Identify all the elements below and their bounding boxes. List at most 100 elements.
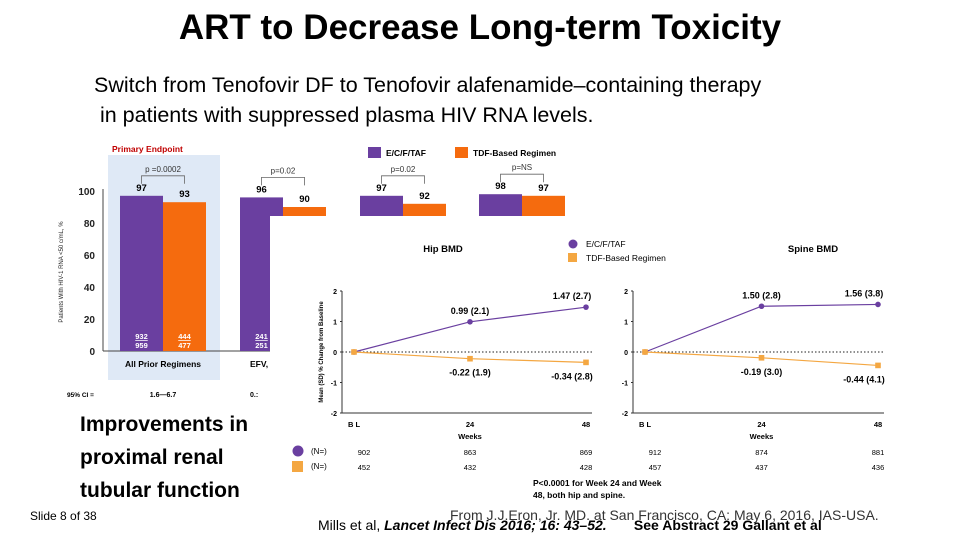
slide-title: ART to Decrease Long-term Toxicity <box>178 8 782 47</box>
bar-n-top-g1-s0: 241 <box>255 332 268 341</box>
bar-g3-s0 <box>479 194 522 216</box>
p-bracket-g1 <box>261 177 305 186</box>
hip-point-s0-1 <box>467 319 473 325</box>
p-bracket-g3 <box>500 173 544 183</box>
n-marker-tdf <box>292 461 303 472</box>
bar-g2-s1 <box>403 203 446 216</box>
spine-point-s0-1 <box>758 303 765 310</box>
spine-y-tick-0: 0 <box>624 350 628 357</box>
n-label-tdf: (N=) <box>311 462 327 471</box>
spine-x-label: Weeks <box>750 432 774 441</box>
spine-label-s1-2: -0.44 (4.1) <box>843 374 885 384</box>
improvements-line-2: proximal renal <box>80 446 224 469</box>
bar-value-g3-s1: 97 <box>538 183 549 194</box>
citation: Mills et al, Lancet Infect Dis 2016; 16:… <box>318 517 822 533</box>
hip-point-s0-2 <box>583 304 589 310</box>
legend-label-tdf: TDF-Based Regimen <box>473 148 556 158</box>
spine-y-tick-1: 1 <box>624 320 628 327</box>
improvements-line-3: tubular function <box>80 479 240 502</box>
hip-label-s1-2: -0.34 (2.8) <box>551 371 593 381</box>
bmd-legend-label-taf: E/C/F/TAF <box>586 239 626 249</box>
p-bracket-g2 <box>381 175 425 184</box>
spine-n-s0-2: 881 <box>872 448 885 457</box>
bar-group-label-g1: EFV, <box>250 359 268 369</box>
spine-n-s1-1: 437 <box>755 463 768 472</box>
spine-bmd-chart: Spine BMD -2 -1 0 1 2 B L 24 48 Weeks 1.50 (2.8) 1… <box>622 244 885 441</box>
hip-x-tick-0: B L <box>348 420 361 429</box>
citation-see-abstract: See Abstract 29 Gallant et al <box>633 517 822 533</box>
legend-label-taf: E/C/F/TAF <box>386 148 426 158</box>
spine-label-s0-1: 1.50 (2.8) <box>742 290 781 300</box>
bar-y-tick-40: 40 <box>84 283 96 294</box>
hip-y-tick-1: 1 <box>333 320 337 327</box>
ci-label: 95% CI = <box>67 392 94 399</box>
bar-legend: E/C/F/TAF TDF-Based Regimen <box>368 147 556 158</box>
hip-n-s1-2: 428 <box>580 463 593 472</box>
hip-title: Hip BMD <box>423 244 463 255</box>
bar-g3-s1 <box>522 195 565 216</box>
bar-n-bottom-g0-s0: 959 <box>135 341 148 350</box>
spine-y-tick-2: 2 <box>624 289 628 296</box>
bar-y-tick-80: 80 <box>84 219 96 230</box>
improvements-line-1: Improvements in <box>80 413 249 436</box>
p-value-g3: p=NS <box>512 163 532 172</box>
improvements-note: Improvements in proximal renal tubular f… <box>80 408 248 507</box>
spine-y-tick--1: -1 <box>622 381 628 388</box>
spine-label-s1-1: -0.19 (3.0) <box>741 367 783 377</box>
bar-g1-s1 <box>283 207 326 216</box>
bar-n-top-g0-s0: 932 <box>135 332 148 341</box>
p-value-g2: p=0.02 <box>391 165 416 174</box>
slide-subtitle: Switch from Tenofovir DF to Tenofovir al… <box>94 73 762 127</box>
spine-title: Spine BMD <box>788 244 838 255</box>
hip-y-tick-0: 0 <box>333 350 337 357</box>
spine-y-tick--2: -2 <box>622 411 628 418</box>
n-marker-taf <box>292 445 304 457</box>
spine-point-s1-1 <box>758 354 765 361</box>
hip-n-s0-1: 863 <box>464 448 477 457</box>
spine-n-s1-0: 457 <box>649 463 662 472</box>
bar-value-g0-s0: 97 <box>136 183 147 194</box>
bar-group-label-g0: All Prior Regimens <box>125 359 201 369</box>
hip-label-s1-1: -0.22 (1.9) <box>449 368 491 378</box>
spine-n-s0-1: 874 <box>755 448 768 457</box>
footnote-line-1: P<0.0001 for Week 24 and Week <box>533 478 662 488</box>
p-value-g1: p=0.02 <box>271 166 296 175</box>
bar-g0-s1 <box>163 202 206 351</box>
hip-x-tick-1: 24 <box>466 420 475 429</box>
bar-value-g3-s0: 98 <box>495 181 506 192</box>
bar-n-top-g0-s1: 444 <box>178 332 191 341</box>
hip-point-s1-1 <box>467 355 473 362</box>
bmd-y-axis-label: Mean (SD) % Change from Baseline <box>319 301 325 403</box>
spine-point-s1-0 <box>642 349 648 355</box>
bar-n-bottom-g0-s1: 477 <box>178 341 191 350</box>
hip-x-label: Weeks <box>458 432 482 441</box>
bar-y-tick-0: 0 <box>89 347 95 358</box>
citation-journal: Lancet Infect Dis 2016; 16: 43–52. <box>384 517 607 533</box>
n-values: 902 863 869 452 432 428 912 874 881 457 437 436 <box>358 448 885 472</box>
bar-value-g1-s0: 96 <box>256 184 267 195</box>
hip-y-tick-2: 2 <box>333 289 337 296</box>
bar-y-axis-label: Patients With HIV-1 RNA <50 c/mL, % <box>59 221 65 323</box>
bar-n-bottom-g1-s0: 251 <box>255 341 268 350</box>
bar-y-tick-100: 100 <box>78 187 95 198</box>
bar-g0-s0 <box>120 195 163 351</box>
spine-label-s0-2: 1.56 (3.8) <box>845 288 884 298</box>
slide-number: Slide 8 of 38 <box>30 509 97 523</box>
spine-x-tick-2: 48 <box>874 420 882 429</box>
bar-value-g0-s1: 93 <box>179 189 190 200</box>
hip-label-s0-2: 1.47 (2.7) <box>553 291 592 301</box>
ci-value-g0: 1.6—6.7 <box>150 392 177 399</box>
hip-x-tick-2: 48 <box>582 420 590 429</box>
spine-x-tick-1: 24 <box>757 420 766 429</box>
p-bracket-g0 <box>141 175 185 184</box>
bmd-legend-marker-taf <box>568 239 578 249</box>
ci-value-g1: 0.: <box>250 392 258 399</box>
source-note: From J.J.Eron, Jr. MD. at San Francisco,… <box>450 507 879 523</box>
hip-n-s0-2: 869 <box>580 448 593 457</box>
hip-y-tick--1: -1 <box>331 381 337 388</box>
legend-swatch-tdf <box>455 147 468 158</box>
bar-value-g2-s1: 92 <box>419 191 430 202</box>
legend-swatch-taf <box>368 147 381 158</box>
bar-y-tick-20: 20 <box>84 315 96 326</box>
